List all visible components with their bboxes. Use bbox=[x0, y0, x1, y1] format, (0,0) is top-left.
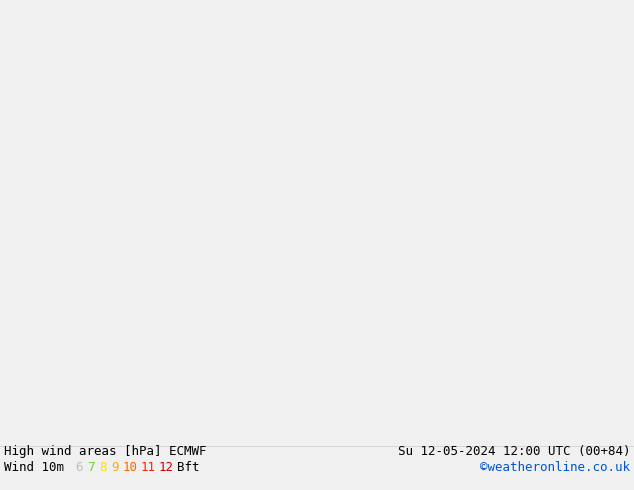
Text: Wind 10m: Wind 10m bbox=[4, 461, 64, 474]
Text: ©weatheronline.co.uk: ©weatheronline.co.uk bbox=[480, 461, 630, 474]
Text: 8: 8 bbox=[99, 461, 107, 474]
Text: 12: 12 bbox=[159, 461, 174, 474]
Text: 10: 10 bbox=[123, 461, 138, 474]
Text: High wind areas [hPa] ECMWF: High wind areas [hPa] ECMWF bbox=[4, 444, 207, 458]
Text: Su 12-05-2024 12:00 UTC (00+84): Su 12-05-2024 12:00 UTC (00+84) bbox=[398, 444, 630, 458]
Text: Bft: Bft bbox=[177, 461, 200, 474]
Text: 9: 9 bbox=[111, 461, 119, 474]
Text: 7: 7 bbox=[87, 461, 94, 474]
Text: 11: 11 bbox=[141, 461, 156, 474]
Text: 6: 6 bbox=[75, 461, 82, 474]
